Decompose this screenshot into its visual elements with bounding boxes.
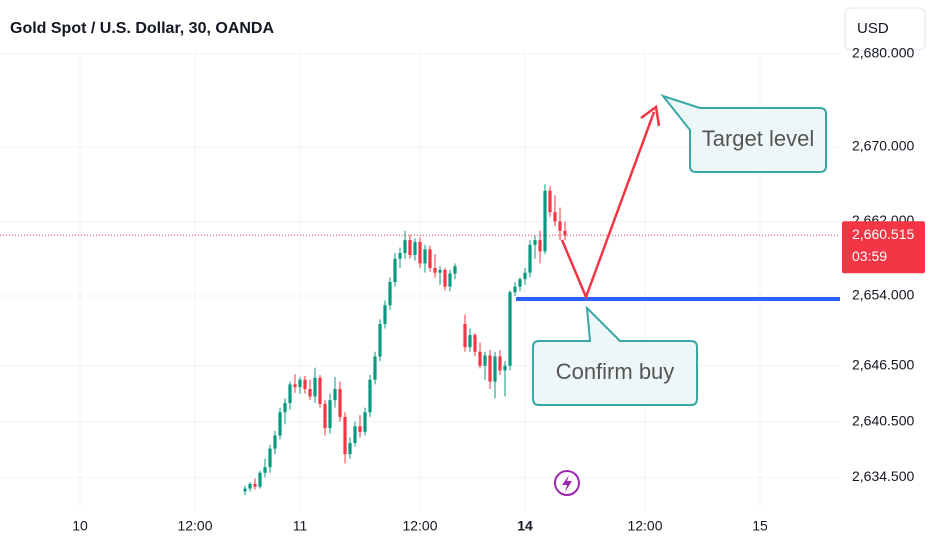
candle-body — [423, 249, 427, 264]
candle-body — [323, 403, 327, 429]
candle-body — [283, 402, 287, 413]
candle-body — [298, 379, 302, 388]
candle-body — [478, 351, 482, 366]
candle-body — [313, 377, 317, 397]
candle-body — [543, 190, 547, 252]
grid — [0, 40, 840, 510]
candle-body — [398, 253, 402, 259]
x-tick-label: 11 — [293, 518, 308, 534]
callout-confirm — [532, 305, 698, 406]
candle-body — [368, 379, 372, 413]
candle-body — [553, 212, 557, 222]
candle-body — [473, 335, 477, 352]
x-tick-label: 12:00 — [402, 518, 437, 534]
x-tick-label: 10 — [72, 518, 88, 534]
candle-body — [258, 472, 262, 487]
candle-body — [388, 281, 392, 306]
candle-body — [548, 190, 552, 213]
callout-text: Target level — [702, 126, 815, 151]
candle-body — [288, 384, 292, 403]
candle-body — [248, 483, 252, 489]
chart-title: Gold Spot / U.S. Dollar, 30, OANDA — [10, 20, 274, 37]
candle-body — [353, 426, 357, 443]
candle-body — [308, 389, 312, 397]
candle-body — [343, 416, 347, 455]
countdown-label: 03:59 — [852, 248, 887, 264]
candle-body — [378, 323, 382, 357]
candle-body — [518, 279, 522, 287]
y-tick-label: 2,680.000 — [852, 45, 914, 61]
candle-body — [433, 268, 437, 273]
x-tick-label: 12:00 — [627, 518, 662, 534]
candle-body — [563, 230, 567, 236]
candle-body — [393, 258, 397, 282]
candle-body — [558, 221, 562, 231]
currency-button[interactable] — [844, 7, 926, 51]
y-tick-label: 2,670.000 — [852, 138, 914, 154]
candle-body — [428, 249, 432, 269]
candle-body — [418, 241, 422, 264]
candle-body — [383, 305, 387, 324]
candle-body — [263, 467, 267, 473]
y-tick-label: 2,654.000 — [852, 287, 914, 303]
candle-body — [483, 355, 487, 366]
y-tick-label: 2,646.500 — [852, 356, 914, 372]
candle-body — [403, 240, 407, 254]
candle-body — [503, 365, 507, 371]
candle-body — [338, 389, 342, 417]
candle-body — [533, 240, 537, 245]
candle-body — [413, 241, 417, 255]
candle-body — [348, 442, 352, 455]
candle-body — [363, 412, 367, 432]
candle-body — [538, 240, 542, 252]
arrow-head — [640, 104, 661, 127]
candle-body — [293, 384, 297, 388]
candle-body — [278, 412, 282, 436]
event-icon-bolt — [562, 475, 572, 492]
header — [0, 0, 932, 50]
candle-body — [508, 292, 512, 366]
x-tick-label: 14 — [517, 518, 533, 534]
y-tick-label: 2,634.500 — [852, 468, 914, 484]
y-tick-label: 2,640.500 — [852, 412, 914, 428]
candle-body — [358, 426, 362, 432]
candle-body — [373, 356, 377, 380]
candle-body — [463, 323, 467, 348]
callout-text: Confirm buy — [556, 359, 675, 384]
last-price-label: 2,660.515 — [852, 226, 914, 242]
candle-body — [513, 286, 517, 293]
drawings: Target level Confirm buy — [516, 94, 840, 496]
candle-body — [243, 488, 247, 492]
candle-body — [493, 356, 497, 382]
candle-body — [253, 483, 257, 487]
candle-body — [453, 266, 457, 274]
candle-body — [408, 240, 412, 255]
candle-body — [303, 379, 307, 390]
candle-body — [443, 269, 447, 287]
candle-body — [438, 269, 442, 273]
candle-body — [498, 356, 502, 371]
path-arrow — [560, 111, 656, 301]
x-tick-label: 12:00 — [177, 518, 212, 534]
candle-body — [468, 335, 472, 348]
last-price-tag — [842, 221, 925, 274]
candle-body — [268, 448, 272, 468]
candle-body — [448, 273, 452, 287]
candle-body — [328, 400, 332, 429]
candle-body — [318, 377, 322, 404]
candle-body — [488, 355, 492, 382]
candle-body — [333, 389, 337, 401]
callout-target — [660, 94, 827, 173]
x-tick-label: 15 — [752, 518, 768, 534]
candle-body — [523, 272, 527, 280]
candles — [243, 184, 567, 496]
candle-body — [528, 244, 532, 273]
currency-label: USD — [857, 20, 889, 37]
candle-body — [273, 435, 277, 449]
